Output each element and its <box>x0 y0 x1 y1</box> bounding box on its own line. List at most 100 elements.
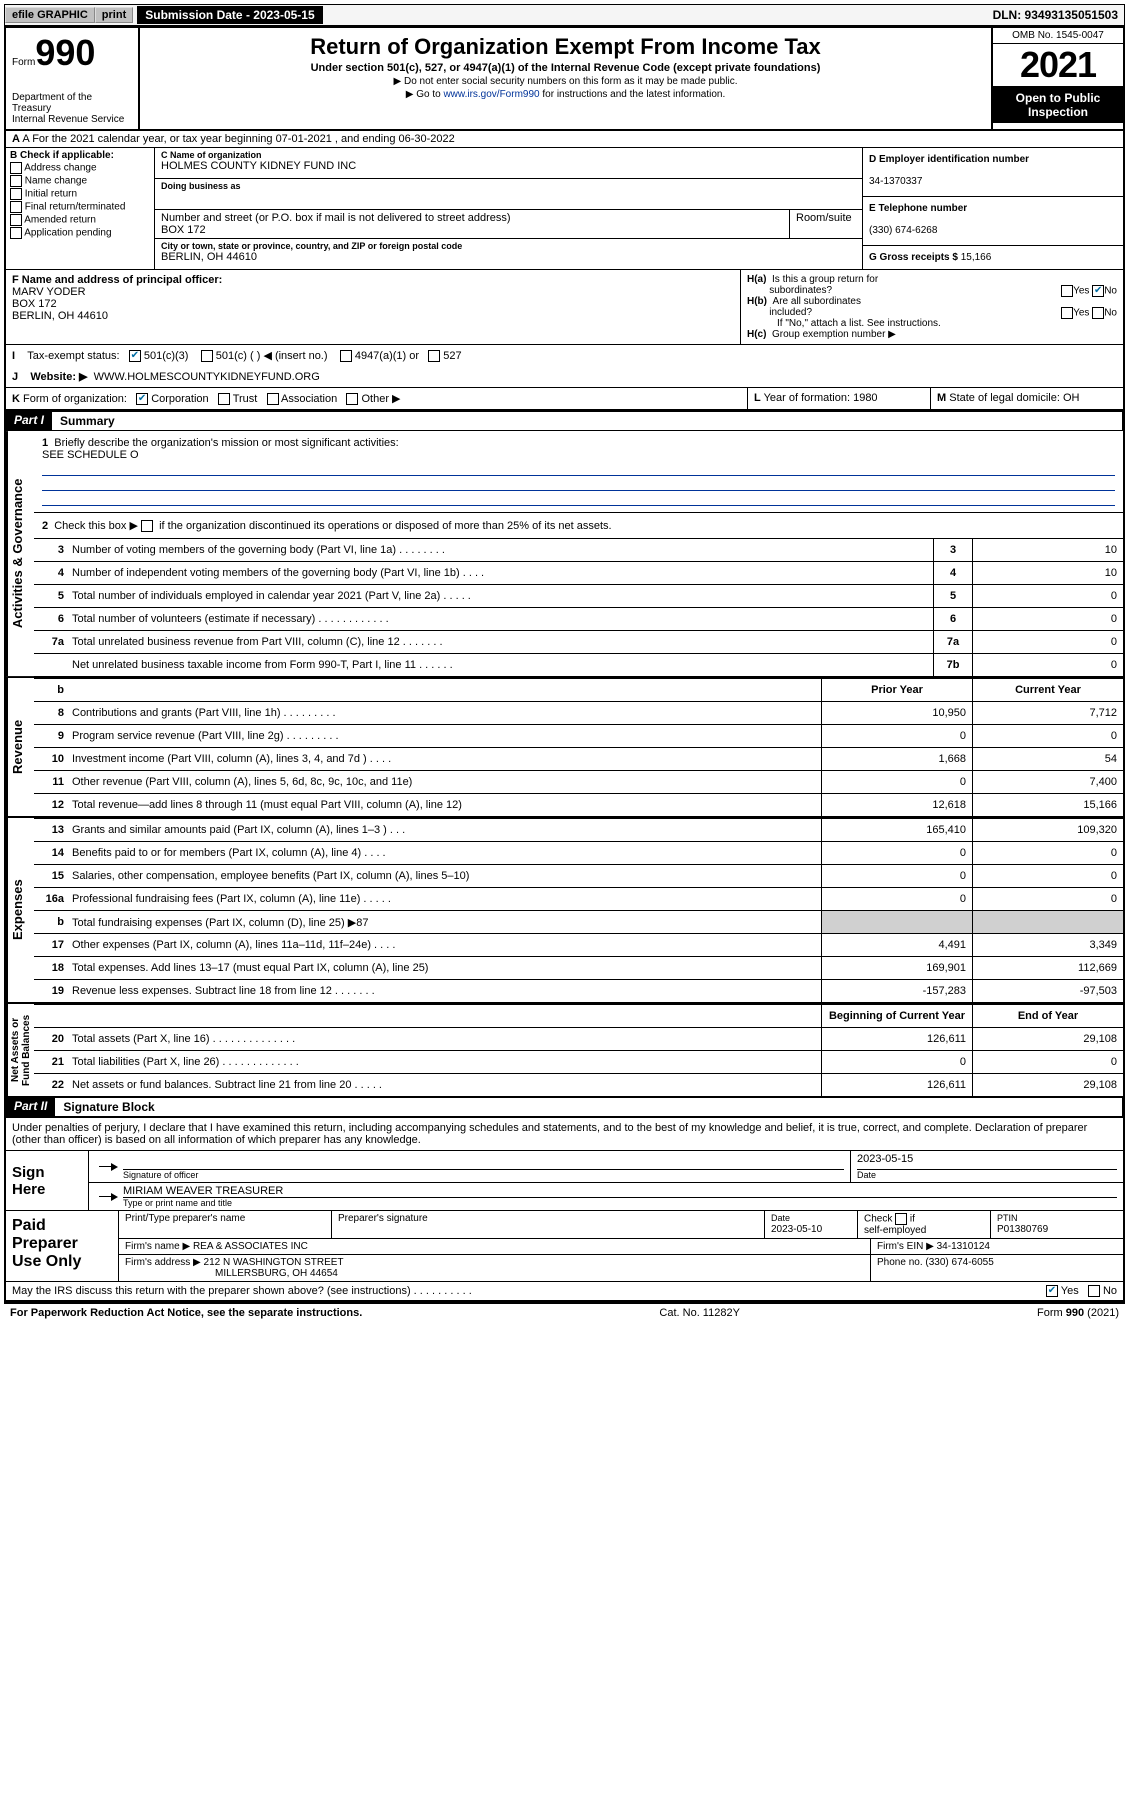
chk-527[interactable] <box>428 350 440 362</box>
summary-q1: 1 Briefly describe the organization's mi… <box>34 431 1123 513</box>
section-expenses: Expenses 13Grants and similar amounts pa… <box>6 818 1123 1004</box>
label-pt-sig: Preparer's signature <box>332 1211 765 1238</box>
sidelabel-actgov: Activities & Governance <box>6 431 34 676</box>
label-city: City or town, state or province, country… <box>161 241 856 251</box>
mission-text: SEE SCHEDULE O <box>42 449 139 461</box>
gross-receipts: 15,166 <box>961 252 992 263</box>
table-row: 11Other revenue (Part VIII, column (A), … <box>34 771 1123 794</box>
row-f-h: F Name and address of principal officer:… <box>6 270 1123 345</box>
chk-4947[interactable] <box>340 350 352 362</box>
table-row: 22Net assets or fund balances. Subtract … <box>34 1074 1123 1097</box>
form-subtitle: Under section 501(c), 527, or 4947(a)(1)… <box>148 62 983 74</box>
ha-no[interactable] <box>1092 285 1104 297</box>
may-irs-no[interactable] <box>1088 1285 1100 1297</box>
label-date: Date <box>857 1169 1117 1180</box>
chk-initial-return[interactable]: Initial return <box>10 188 150 200</box>
section-revenue: Revenue bPrior YearCurrent Year8Contribu… <box>6 678 1123 818</box>
hb-no[interactable] <box>1092 307 1104 319</box>
org-name: HOLMES COUNTY KIDNEY FUND INC <box>161 160 856 172</box>
table-row: 10Investment income (Part VIII, column (… <box>34 748 1123 771</box>
table-row: 17Other expenses (Part IX, column (A), l… <box>34 934 1123 957</box>
website: WWW.HOLMESCOUNTYKIDNEYFUND.ORG <box>94 371 320 383</box>
open-inspection: Open to PublicInspection <box>993 86 1123 123</box>
footer-mid: Cat. No. 11282Y <box>659 1307 740 1319</box>
officer-addr1: BOX 172 <box>12 298 57 310</box>
sign-here-label: SignHere <box>6 1151 89 1210</box>
table-expenses: 13Grants and similar amounts paid (Part … <box>34 818 1123 1002</box>
may-irs-yes[interactable] <box>1046 1285 1058 1297</box>
footer-right: Form 990 (2021) <box>1037 1307 1119 1319</box>
table-row: 15Salaries, other compensation, employee… <box>34 865 1123 888</box>
table-row: 6Total number of volunteers (estimate if… <box>34 608 1123 631</box>
table-row: 19Revenue less expenses. Subtract line 1… <box>34 980 1123 1003</box>
print-btn[interactable]: print <box>95 7 133 23</box>
year-formation: 1980 <box>853 392 877 404</box>
chk-501c3[interactable] <box>129 350 141 362</box>
table-row: 9Program service revenue (Part VIII, lin… <box>34 725 1123 748</box>
table-row: 14Benefits paid to or for members (Part … <box>34 842 1123 865</box>
label-pt-name: Print/Type preparer's name <box>119 1211 332 1238</box>
table-row: 21Total liabilities (Part X, line 26) . … <box>34 1051 1123 1074</box>
chk-final-return[interactable]: Final return/terminated <box>10 201 150 213</box>
chk-amended[interactable]: Amended return <box>10 214 150 226</box>
ha-yes[interactable] <box>1061 285 1073 297</box>
form-header: Form990 Department of the TreasuryIntern… <box>6 28 1123 131</box>
section-activities-governance: Activities & Governance 1 Briefly descri… <box>6 431 1123 678</box>
header-left: Form990 Department of the TreasuryIntern… <box>6 28 140 129</box>
form-number: 990 <box>35 32 95 73</box>
efile-btn[interactable]: efile GRAPHIC <box>5 7 95 23</box>
chk-corp[interactable] <box>136 393 148 405</box>
sidelabel-netassets: Net Assets orFund Balances <box>6 1004 34 1096</box>
address: BOX 172 <box>161 224 783 236</box>
form-container: Form990 Department of the TreasuryIntern… <box>4 26 1125 1302</box>
chk-other[interactable] <box>346 393 358 405</box>
header-right: OMB No. 1545-0047 2021 Open to PublicIns… <box>991 28 1123 129</box>
dln: DLN: 93493135051503 <box>993 8 1124 22</box>
table-row: Beginning of Current YearEnd of Year <box>34 1005 1123 1028</box>
table-row: bPrior YearCurrent Year <box>34 679 1123 702</box>
officer-name: MARV YODER <box>12 286 86 298</box>
firm-name: REA & ASSOCIATES INC <box>193 1241 308 1252</box>
perjury-declaration: Under penalties of perjury, I declare th… <box>6 1118 1123 1150</box>
officer-addr2: BERLIN, OH 44610 <box>12 310 108 322</box>
row-i: I Tax-exempt status: 501(c)(3) 501(c) ( … <box>6 345 1123 366</box>
officer-name-title: MIRIAM WEAVER TREASURER <box>123 1185 1117 1197</box>
chk-address-change[interactable]: Address change <box>10 162 150 174</box>
instr-link[interactable]: www.irs.gov/Form990 <box>443 89 539 100</box>
footer: For Paperwork Reduction Act Notice, see … <box>4 1302 1125 1322</box>
state-domicile: OH <box>1063 392 1080 404</box>
row-j: J Website: ▶ WWW.HOLMESCOUNTYKIDNEYFUND.… <box>6 366 1123 388</box>
chk-assoc[interactable] <box>267 393 279 405</box>
chk-501c[interactable] <box>201 350 213 362</box>
box-b: B Check if applicable: Address change Na… <box>6 148 155 269</box>
form-title: Return of Organization Exempt From Incom… <box>148 34 983 60</box>
table-ag: 3Number of voting members of the governi… <box>34 538 1123 676</box>
chk-trust[interactable] <box>218 393 230 405</box>
label-room: Room/suite <box>796 212 856 224</box>
label-phone: E Telephone number <box>869 203 967 214</box>
pt-date: 2023-05-10 <box>771 1224 822 1235</box>
chk-discontinued[interactable] <box>141 520 153 532</box>
row-k-l-m: K Form of organization: Corporation Trus… <box>6 388 1123 411</box>
footer-left: For Paperwork Reduction Act Notice, see … <box>10 1307 362 1319</box>
chk-self-employed[interactable]: Check ifself-employed <box>858 1211 991 1238</box>
firm-ein: 34-1310124 <box>937 1241 990 1252</box>
hb-yes[interactable] <box>1061 307 1073 319</box>
sidelabel-revenue: Revenue <box>6 678 34 816</box>
chk-name-change[interactable]: Name change <box>10 175 150 187</box>
table-row: 8Contributions and grants (Part VIII, li… <box>34 702 1123 725</box>
ein: 34-1370337 <box>869 176 922 187</box>
table-row: 20Total assets (Part X, line 16) . . . .… <box>34 1028 1123 1051</box>
label-gross: G Gross receipts $ <box>869 252 958 263</box>
omb-no: OMB No. 1545-0047 <box>993 28 1123 44</box>
paid-preparer-label: PaidPreparerUse Only <box>6 1211 119 1281</box>
chk-app-pending[interactable]: Application pending <box>10 227 150 239</box>
table-row: 5Total number of individuals employed in… <box>34 585 1123 608</box>
section-b-to-g: B Check if applicable: Address change Na… <box>6 148 1123 270</box>
instr-2: ▶ Go to www.irs.gov/Form990 for instruct… <box>148 89 983 100</box>
firm-addr1: 212 N WASHINGTON STREET <box>204 1257 344 1268</box>
box-c: C Name of organization HOLMES COUNTY KID… <box>155 148 862 269</box>
submission-date: Submission Date - 2023-05-15 <box>137 6 322 24</box>
firm-phone: (330) 674-6055 <box>925 1257 993 1268</box>
signature-block: Under penalties of perjury, I declare th… <box>6 1117 1123 1300</box>
